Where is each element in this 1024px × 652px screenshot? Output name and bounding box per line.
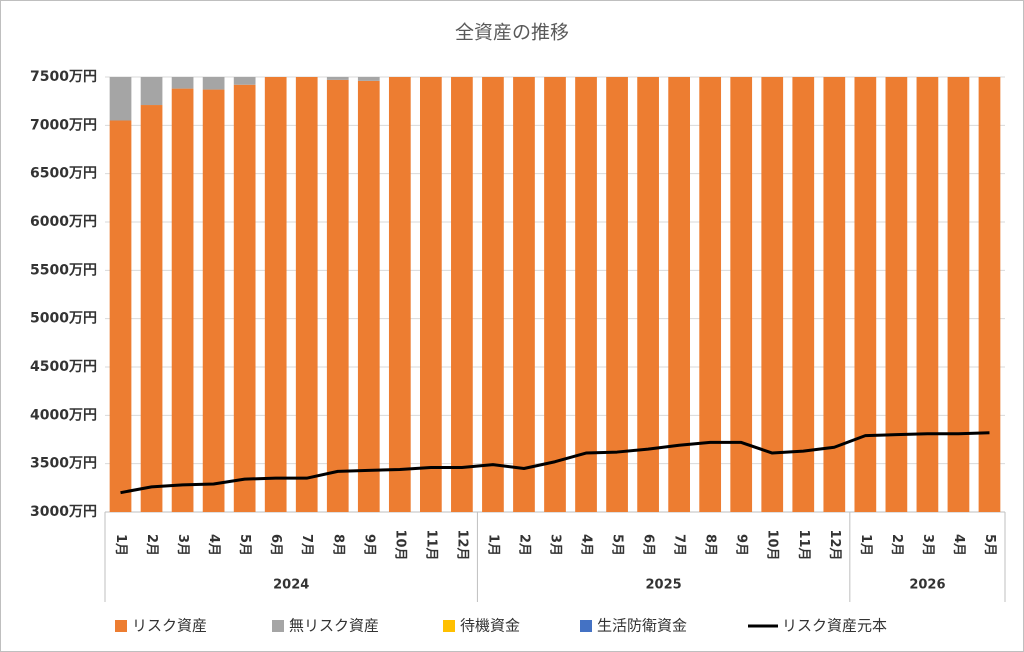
y-tick-label: 5000万円 — [30, 311, 97, 327]
legend-label: 生活防衛資金 — [597, 617, 687, 635]
x-tick-label: 12月 — [827, 529, 842, 560]
bar-segment — [357, 77, 380, 81]
bar-segment — [326, 77, 349, 80]
bar-segment — [761, 77, 784, 512]
x-tick-label: 3月 — [548, 534, 563, 556]
line-series — [120, 431, 990, 495]
x-tick-label: 10月 — [392, 529, 407, 560]
bar-segment — [854, 77, 877, 512]
bar-segment — [575, 77, 597, 512]
bar-segment — [451, 77, 473, 512]
x-tick-label: 2月 — [144, 534, 159, 556]
x-tick-label: 1月 — [113, 534, 128, 556]
bar-segment — [699, 77, 722, 512]
x-tick-label: 10月 — [765, 529, 780, 560]
x-tick-label: 5月 — [237, 534, 252, 556]
legend-swatch — [443, 620, 455, 632]
x-tick-label: 6月 — [641, 534, 656, 556]
x-tick-label: 12月 — [454, 529, 469, 560]
bar-segment — [171, 77, 194, 89]
x-tick-label: 11月 — [796, 529, 811, 560]
year-label: 2026 — [909, 578, 945, 593]
legend-swatch — [115, 620, 127, 632]
x-tick-label: 4月 — [951, 534, 966, 556]
bar-segment — [233, 77, 256, 85]
bar-segment — [947, 77, 970, 512]
y-tick-label: 7000万円 — [30, 117, 97, 133]
x-tick-label: 6月 — [268, 534, 283, 556]
bar-segment — [482, 77, 504, 512]
bar-segment — [202, 77, 225, 90]
y-tick-label: 4500万円 — [30, 359, 97, 375]
bar-segment — [637, 77, 659, 512]
y-tick-label: 5500万円 — [30, 262, 97, 278]
bar-segment — [668, 77, 690, 512]
bar-segment — [730, 77, 753, 512]
bar-segment — [295, 77, 318, 512]
bar-segment — [544, 77, 566, 512]
bar-segment — [233, 84, 256, 512]
x-tick-label: 1月 — [485, 534, 500, 556]
bar-segment — [606, 77, 628, 512]
x-tick-label: 5月 — [982, 534, 997, 556]
legend-label: 待機資金 — [460, 617, 520, 635]
bar-segment — [357, 80, 380, 512]
bar-segment — [823, 77, 846, 512]
x-tick-label: 9月 — [361, 534, 376, 556]
x-tick-label: 2月 — [889, 534, 904, 556]
bar-segment — [388, 77, 411, 512]
x-tick-label: 3月 — [920, 534, 935, 556]
y-tick-label: 3500万円 — [30, 456, 97, 472]
legend-swatch — [580, 620, 592, 632]
legend-label: リスク資産 — [132, 617, 207, 635]
bar-segment — [171, 88, 194, 512]
x-tick-label: 9月 — [734, 534, 749, 556]
chart-title: 全資産の推移 — [455, 22, 569, 44]
x-tick-label: 7月 — [672, 534, 687, 556]
x-tick-label: 3月 — [175, 534, 190, 556]
year-label: 2024 — [273, 578, 309, 593]
x-tick-label: 5月 — [610, 534, 625, 556]
bar-segment — [513, 77, 535, 512]
x-tick-label: 8月 — [330, 534, 345, 556]
y-tick-label: 4000万円 — [30, 407, 97, 423]
bar-segment — [109, 120, 132, 512]
legend-label: リスク資産元本 — [782, 617, 887, 635]
x-tick-label: 8月 — [703, 534, 718, 556]
bar-segment — [885, 77, 908, 512]
legend-label: 無リスク資産 — [289, 617, 379, 635]
bar-segment — [916, 77, 939, 512]
x-tick-label: 11月 — [423, 529, 438, 560]
bar-segment — [140, 77, 163, 106]
bar-segment — [264, 77, 287, 512]
y-tick-label: 7500万円 — [30, 69, 97, 85]
legend-swatch — [272, 620, 284, 632]
x-tick-label: 4月 — [579, 534, 594, 556]
x-tick-label: 2月 — [516, 534, 531, 556]
bar-segment — [420, 77, 442, 512]
y-tick-label: 3000万円 — [30, 504, 97, 520]
bar-segment — [792, 77, 815, 512]
x-tick-label: 7月 — [299, 534, 314, 556]
y-tick-label: 6000万円 — [30, 214, 97, 230]
bar-segment — [109, 77, 132, 121]
bar-segment — [140, 105, 163, 513]
bar-segment — [326, 79, 349, 513]
bar-segment — [978, 77, 1001, 512]
x-tick-label: 4月 — [206, 534, 221, 556]
y-tick-label: 6500万円 — [30, 166, 97, 182]
bar-segment — [202, 89, 225, 513]
year-label: 2025 — [646, 578, 682, 593]
x-tick-label: 1月 — [858, 534, 873, 556]
